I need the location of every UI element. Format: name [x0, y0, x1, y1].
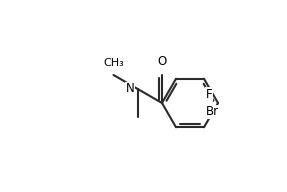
Text: O: O [157, 55, 167, 68]
Text: CH₃: CH₃ [103, 58, 124, 68]
Text: N: N [126, 83, 135, 95]
Text: F: F [206, 88, 213, 101]
Text: Br: Br [206, 105, 219, 118]
